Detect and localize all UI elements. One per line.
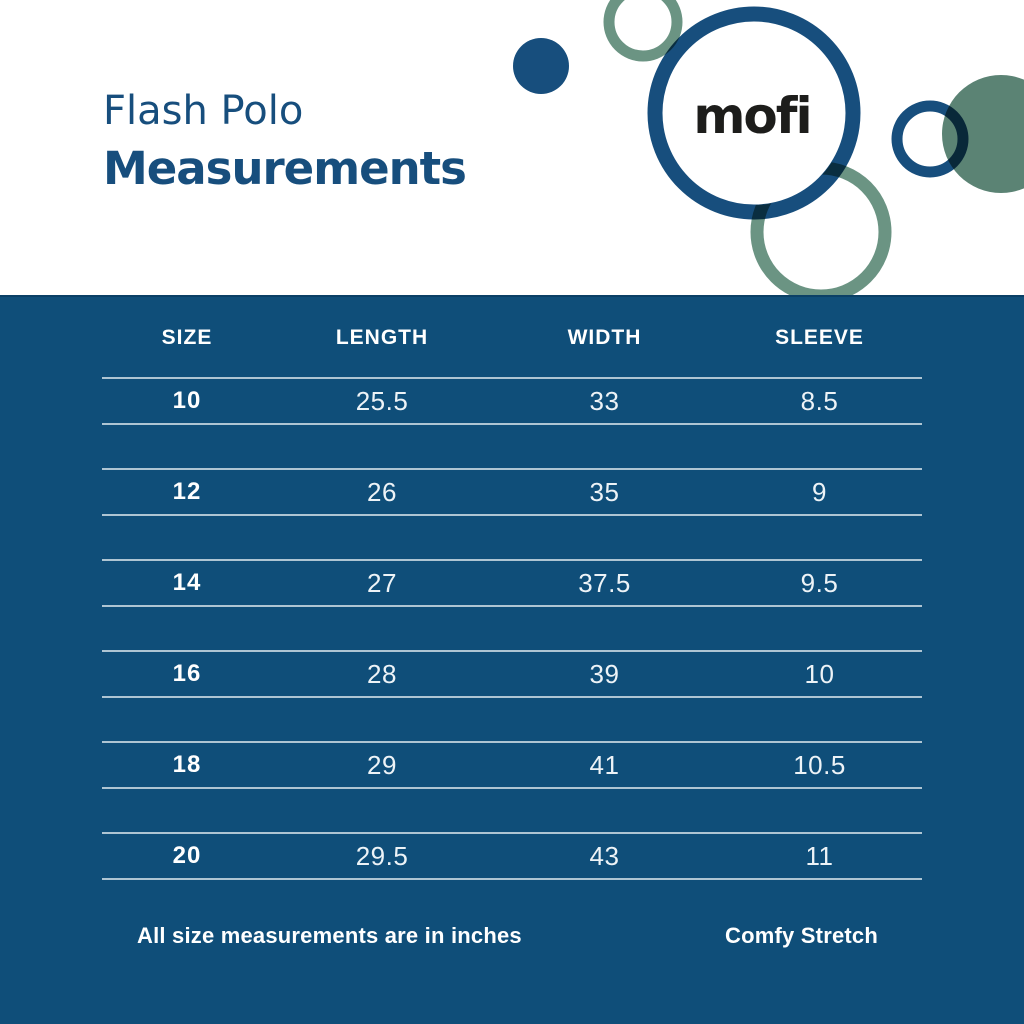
cell-width: 35 — [589, 476, 620, 507]
top-section: mofi Flash Polo Measurements — [0, 0, 1024, 295]
cell-length: 25.5 — [355, 385, 409, 416]
cell-width: 41 — [589, 749, 620, 780]
sage-ring-top-icon — [603, 0, 683, 62]
table-row: 18 29 41 10.5 — [102, 741, 922, 789]
cell-sleeve: 9.5 — [800, 567, 839, 598]
sage-circle-icon — [942, 75, 1024, 193]
table-row: 10 25.5 33 8.5 — [102, 377, 922, 425]
table-row: 20 29.5 43 11 — [102, 832, 922, 880]
product-name: Flash Polo — [103, 88, 304, 134]
fabric-tag: Comfy Stretch — [725, 923, 878, 948]
cell-sleeve: 10.5 — [793, 749, 846, 780]
cell-length: 26 — [367, 476, 397, 507]
cell-size: 20 — [172, 842, 202, 869]
column-header-length: LENGTH — [335, 326, 429, 349]
title-measurements: Measurements — [103, 142, 467, 195]
table-band: SIZE LENGTH WIDTH SLEEVE 10 25.5 33 8.5 … — [0, 295, 1024, 1024]
measurements-table: SIZE LENGTH WIDTH SLEEVE 10 25.5 33 8.5 … — [102, 297, 922, 949]
table-footer: All size measurements are in inches Comf… — [102, 923, 922, 949]
cell-size: 16 — [172, 660, 202, 687]
cell-sleeve: 10 — [804, 658, 835, 689]
cell-width: 37.5 — [578, 567, 631, 598]
cell-sleeve: 11 — [805, 840, 834, 871]
cell-length: 28 — [367, 658, 397, 689]
cell-length: 29.5 — [355, 840, 409, 871]
page-title: Flash Polo Measurements — [103, 86, 467, 196]
logo-text: mofi — [693, 87, 810, 145]
column-header-size: SIZE — [161, 326, 213, 349]
table-row: 12 26 35 9 — [102, 468, 922, 516]
cell-width: 33 — [589, 385, 620, 416]
cell-size: 12 — [172, 478, 202, 505]
table-row: 14 27 37.5 9.5 — [102, 559, 922, 607]
cell-width: 43 — [589, 840, 620, 871]
cell-width: 39 — [589, 658, 620, 689]
cell-size: 18 — [172, 751, 202, 778]
column-header-width: WIDTH — [567, 326, 642, 349]
navy-dot-icon — [513, 38, 569, 94]
logo-disc — [662, 21, 846, 205]
table-header-row: SIZE LENGTH WIDTH SLEEVE — [102, 297, 922, 377]
cell-size: 14 — [172, 569, 202, 596]
cell-length: 29 — [367, 749, 397, 780]
column-header-sleeve: SLEEVE — [775, 326, 864, 349]
navy-ring-right-icon — [891, 100, 969, 178]
cell-size: 10 — [172, 387, 202, 414]
table-row: 16 28 39 10 — [102, 650, 922, 698]
logo-ring-icon — [647, 6, 861, 220]
cell-sleeve: 9 — [812, 476, 827, 507]
cell-sleeve: 8.5 — [800, 385, 839, 416]
decorative-circles: mofi — [513, 0, 1024, 295]
units-note: All size measurements are in inches — [137, 923, 522, 948]
cell-length: 27 — [367, 567, 397, 598]
